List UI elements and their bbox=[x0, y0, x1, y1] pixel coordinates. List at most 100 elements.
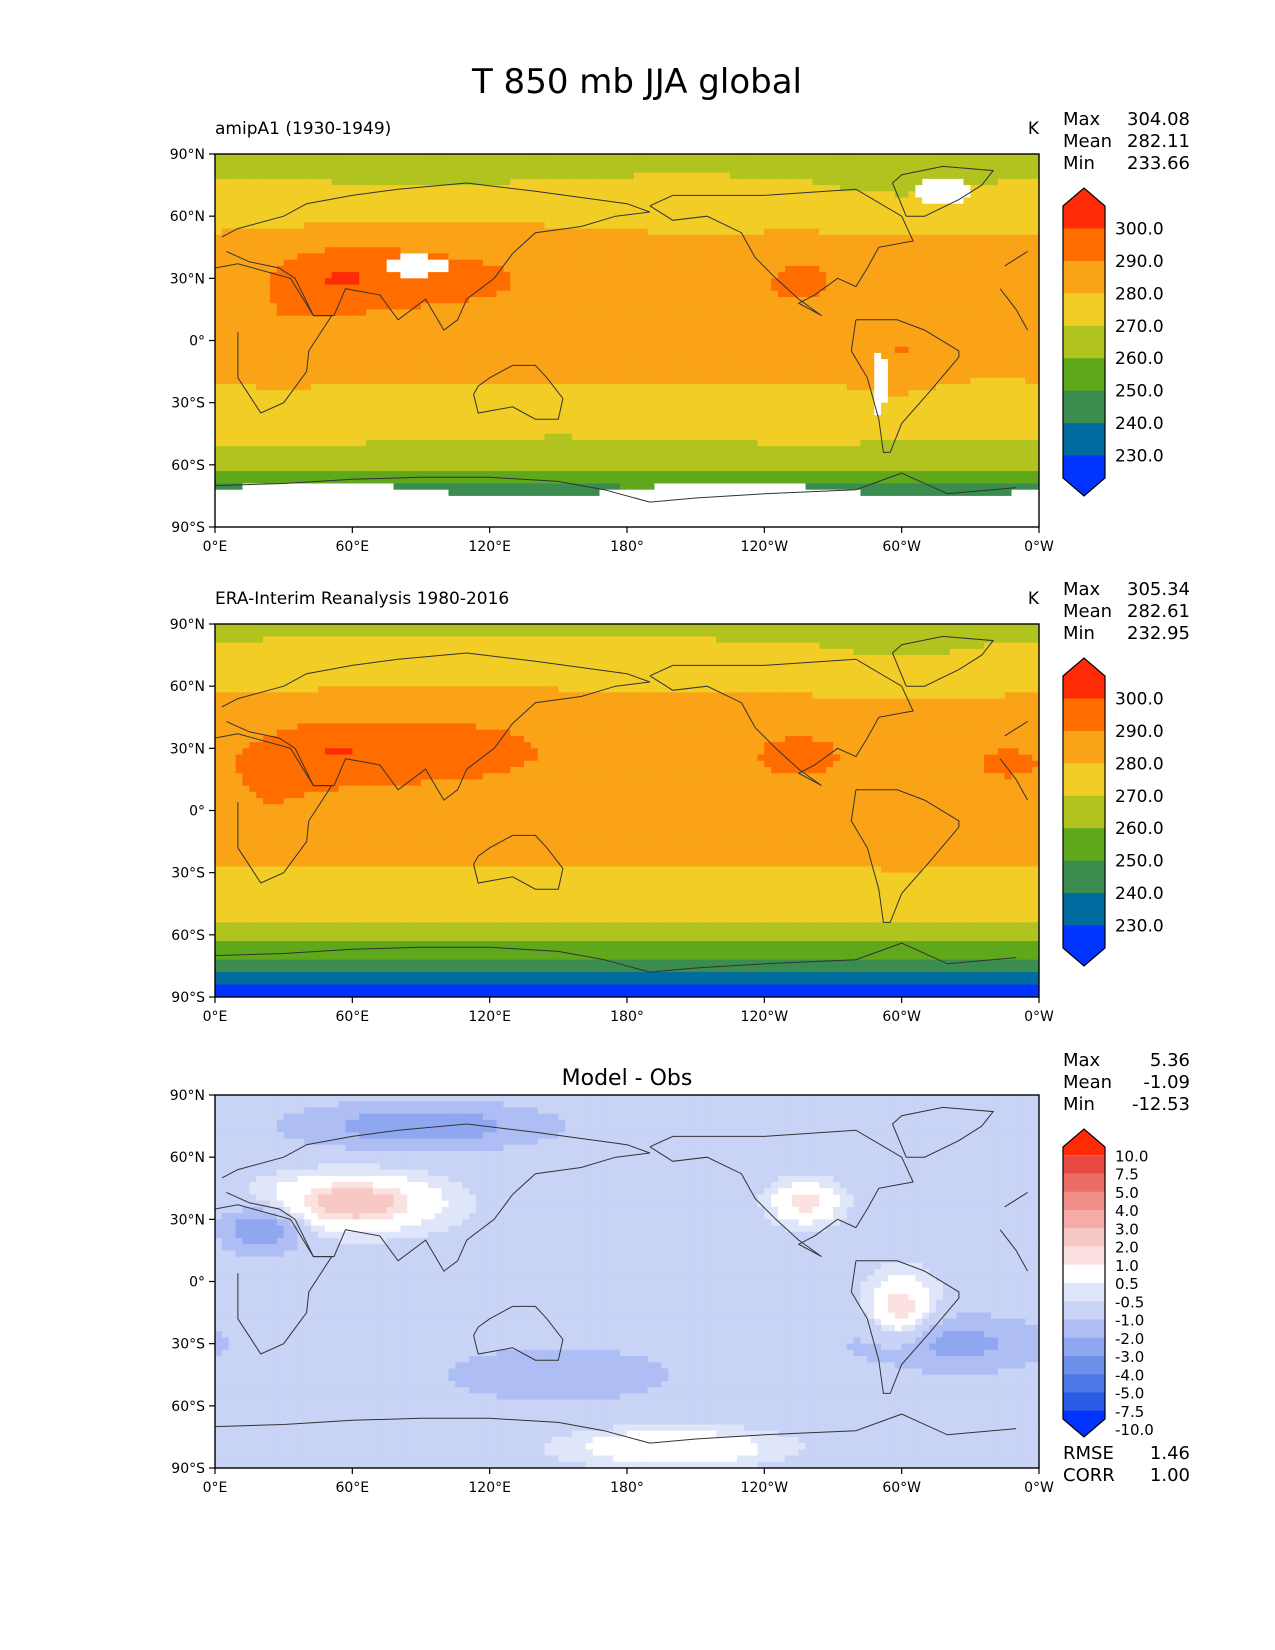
field-cell bbox=[853, 334, 862, 342]
field-cell bbox=[654, 321, 662, 329]
field-cell bbox=[269, 290, 278, 298]
field-cell bbox=[338, 315, 347, 323]
field-cell bbox=[771, 166, 779, 174]
field-cell bbox=[475, 247, 484, 255]
field-cell bbox=[702, 402, 710, 410]
field-cell bbox=[887, 166, 896, 174]
field-cell bbox=[331, 154, 340, 161]
field-cell bbox=[359, 172, 367, 180]
field-cell bbox=[215, 315, 223, 323]
field-cell bbox=[853, 278, 862, 286]
field-cell bbox=[304, 154, 312, 161]
field-cell bbox=[345, 290, 353, 298]
field-cell bbox=[867, 216, 875, 223]
field-cell bbox=[929, 334, 937, 342]
field-cell bbox=[393, 284, 401, 292]
field-cell bbox=[929, 160, 937, 168]
field-cell bbox=[585, 377, 594, 385]
field-cell bbox=[462, 408, 470, 416]
field-cell bbox=[881, 222, 889, 230]
field-cell bbox=[1032, 340, 1039, 348]
field-cell bbox=[345, 402, 353, 410]
field-cell bbox=[345, 172, 353, 180]
field-cell bbox=[606, 166, 614, 174]
field-cell bbox=[887, 209, 896, 217]
field-cell bbox=[400, 166, 408, 174]
field-cell bbox=[922, 272, 930, 279]
field-cell bbox=[1032, 334, 1039, 342]
field-cell bbox=[496, 371, 504, 379]
field-cell bbox=[819, 259, 827, 267]
field-cell bbox=[228, 365, 237, 373]
field-cell bbox=[757, 172, 765, 180]
field-cell bbox=[867, 359, 875, 366]
field-cell bbox=[544, 402, 553, 410]
field-cell bbox=[956, 172, 965, 180]
field-cell bbox=[503, 371, 511, 379]
field-cell bbox=[1018, 334, 1026, 342]
field-cell bbox=[585, 178, 594, 186]
field-cell bbox=[324, 402, 333, 410]
field-cell bbox=[681, 234, 690, 242]
field-cell bbox=[544, 371, 553, 379]
field-cell bbox=[386, 185, 395, 192]
field-cell bbox=[675, 352, 683, 360]
field-cell bbox=[633, 172, 642, 180]
field-cell bbox=[970, 309, 978, 317]
field-cell bbox=[524, 359, 532, 366]
field-cell bbox=[654, 209, 662, 217]
field-cell bbox=[805, 321, 813, 329]
field-cell bbox=[723, 402, 731, 410]
field-cell bbox=[702, 166, 710, 174]
field-cell bbox=[352, 296, 360, 304]
field-cell bbox=[764, 272, 772, 279]
field-cell bbox=[578, 278, 587, 286]
field-cell bbox=[249, 185, 257, 192]
field-cell bbox=[572, 259, 580, 267]
field-cell bbox=[585, 284, 594, 292]
field-cell bbox=[620, 365, 628, 373]
field-cell bbox=[668, 154, 676, 161]
field-cell bbox=[606, 290, 614, 298]
field-cell bbox=[949, 340, 958, 348]
field-cell bbox=[414, 228, 422, 236]
field-cell bbox=[606, 352, 614, 360]
field-cell bbox=[524, 166, 532, 174]
field-cell bbox=[1004, 272, 1013, 279]
field-cell bbox=[578, 253, 587, 261]
field-cell bbox=[750, 209, 759, 217]
field-cell bbox=[585, 185, 594, 192]
field-cell bbox=[242, 191, 250, 199]
field-cell bbox=[1032, 278, 1039, 286]
field-cell bbox=[311, 396, 319, 404]
field-cell bbox=[359, 197, 367, 205]
field-cell bbox=[1011, 334, 1019, 342]
field-cell bbox=[846, 402, 855, 410]
field-cell bbox=[874, 384, 882, 391]
field-cell bbox=[249, 265, 257, 273]
field-cell bbox=[366, 384, 374, 391]
field-cell bbox=[366, 203, 374, 211]
field-cell bbox=[716, 284, 724, 292]
field-cell bbox=[469, 154, 477, 161]
field-cell bbox=[929, 185, 937, 192]
field-cell bbox=[633, 160, 642, 168]
field-cell bbox=[290, 321, 298, 329]
field-cell bbox=[510, 222, 518, 230]
field-cell bbox=[263, 290, 271, 298]
field-cell bbox=[551, 334, 559, 342]
field-cell bbox=[318, 396, 326, 404]
field-cell bbox=[421, 241, 429, 248]
field-cell bbox=[338, 234, 347, 242]
field-cell bbox=[887, 296, 896, 304]
field-cell bbox=[963, 396, 971, 404]
field-cell bbox=[688, 352, 697, 360]
field-cell bbox=[283, 241, 292, 248]
field-cell bbox=[970, 377, 978, 385]
field-cell bbox=[530, 371, 539, 379]
field-cell bbox=[352, 359, 360, 366]
field-cell bbox=[887, 191, 896, 199]
field-cell bbox=[524, 228, 532, 236]
field-cell bbox=[235, 247, 244, 255]
field-cell bbox=[455, 402, 463, 410]
